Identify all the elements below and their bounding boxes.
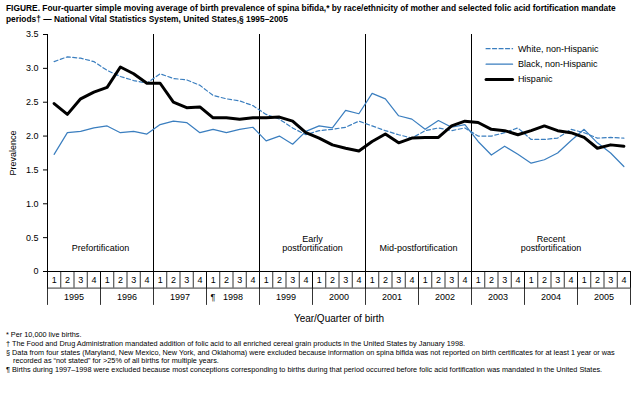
svg-text:4: 4 <box>144 275 149 285</box>
svg-text:1: 1 <box>529 275 534 285</box>
svg-text:1: 1 <box>105 275 110 285</box>
svg-text:1997: 1997 <box>170 292 190 302</box>
svg-text:1: 1 <box>423 275 428 285</box>
svg-text:4: 4 <box>515 275 520 285</box>
svg-text:Prefortification: Prefortification <box>72 243 130 253</box>
svg-text:1: 1 <box>370 275 375 285</box>
svg-text:2002: 2002 <box>435 292 455 302</box>
svg-text:Earlypostfortification: Earlypostfortification <box>282 234 343 253</box>
svg-text:1999: 1999 <box>276 292 296 302</box>
svg-text:2: 2 <box>383 275 388 285</box>
svg-text:3: 3 <box>290 275 295 285</box>
svg-text:1995: 1995 <box>64 292 84 302</box>
svg-text:3: 3 <box>184 275 189 285</box>
svg-text:3: 3 <box>608 275 613 285</box>
svg-text:¶: ¶ <box>210 292 215 302</box>
svg-text:1996: 1996 <box>117 292 137 302</box>
svg-text:4: 4 <box>568 275 573 285</box>
svg-text:Mid-postfortification: Mid-postfortification <box>379 243 457 253</box>
svg-text:3: 3 <box>555 275 560 285</box>
svg-text:Black, non-Hispanic: Black, non-Hispanic <box>518 59 598 69</box>
svg-text:4: 4 <box>409 275 414 285</box>
svg-text:Hispanic: Hispanic <box>518 74 553 84</box>
html-text:* Per 10,000 live births.: * Per 10,000 live births. <box>6 330 82 339</box>
svg-text:4: 4 <box>621 275 626 285</box>
html-text:§ Data from four states (Maryl: § Data from four states (Maryland, New M… <box>6 347 615 366</box>
svg-text:0.5: 0.5 <box>26 233 39 243</box>
svg-text:2: 2 <box>436 275 441 285</box>
svg-text:1998: 1998 <box>223 292 243 302</box>
svg-text:4: 4 <box>91 275 96 285</box>
svg-text:2: 2 <box>277 275 282 285</box>
svg-text:4: 4 <box>250 275 255 285</box>
svg-text:1: 1 <box>52 275 57 285</box>
svg-text:2: 2 <box>171 275 176 285</box>
svg-text:Prevalence: Prevalence <box>8 130 18 175</box>
svg-text:2: 2 <box>118 275 123 285</box>
html-text:FIGURE. Four-quarter simple mo: FIGURE. Four-quarter simple moving avera… <box>6 3 616 24</box>
svg-text:1: 1 <box>582 275 587 285</box>
svg-text:2000: 2000 <box>329 292 349 302</box>
svg-text:3: 3 <box>396 275 401 285</box>
html-text:† The Food and Drug Administra: † The Food and Drug Administration manda… <box>6 338 465 348</box>
svg-text:1: 1 <box>158 275 163 285</box>
svg-text:4: 4 <box>356 275 361 285</box>
svg-text:Year/Quarter of birth: Year/Quarter of birth <box>294 313 384 324</box>
svg-text:0: 0 <box>33 266 38 276</box>
svg-text:2.5: 2.5 <box>26 97 39 107</box>
svg-text:2005: 2005 <box>594 292 614 302</box>
svg-text:1: 1 <box>317 275 322 285</box>
svg-text:3.0: 3.0 <box>26 63 39 73</box>
html-text:¶ Births during 1997–1998 were: ¶ Births during 1997–1998 were excluded … <box>6 365 603 374</box>
svg-text:2: 2 <box>489 275 494 285</box>
svg-text:2001: 2001 <box>382 292 402 302</box>
svg-text:White, non-Hispanic: White, non-Hispanic <box>518 44 599 54</box>
svg-text:2: 2 <box>65 275 70 285</box>
svg-text:3: 3 <box>449 275 454 285</box>
svg-text:1.5: 1.5 <box>26 165 39 175</box>
svg-text:2.0: 2.0 <box>26 131 39 141</box>
svg-text:4: 4 <box>462 275 467 285</box>
svg-text:2: 2 <box>224 275 229 285</box>
svg-text:1.0: 1.0 <box>26 199 39 209</box>
svg-text:2: 2 <box>595 275 600 285</box>
svg-text:4: 4 <box>197 275 202 285</box>
svg-text:3: 3 <box>237 275 242 285</box>
svg-text:Recentpostfortification: Recentpostfortification <box>521 234 582 253</box>
svg-text:3.5: 3.5 <box>26 29 39 39</box>
svg-text:2: 2 <box>330 275 335 285</box>
svg-text:2: 2 <box>542 275 547 285</box>
svg-text:3: 3 <box>502 275 507 285</box>
svg-text:1: 1 <box>264 275 269 285</box>
svg-text:1: 1 <box>476 275 481 285</box>
svg-text:4: 4 <box>303 275 308 285</box>
svg-text:2003: 2003 <box>488 292 508 302</box>
svg-text:3: 3 <box>78 275 83 285</box>
svg-text:1: 1 <box>211 275 216 285</box>
svg-text:3: 3 <box>343 275 348 285</box>
svg-text:3: 3 <box>131 275 136 285</box>
svg-text:2004: 2004 <box>541 292 561 302</box>
